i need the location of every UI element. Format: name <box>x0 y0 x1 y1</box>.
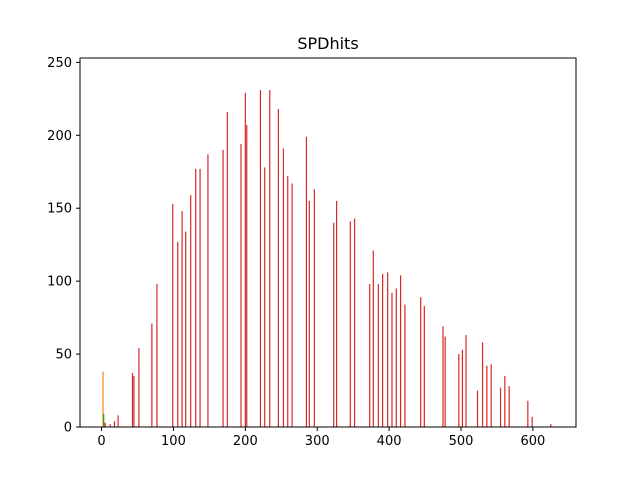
y-tick-label: 0 <box>64 421 72 436</box>
bar <box>458 354 460 427</box>
bar <box>444 336 446 427</box>
bar <box>282 148 285 427</box>
bar <box>113 421 116 427</box>
bar <box>490 364 492 427</box>
bar <box>313 189 315 427</box>
bar <box>190 195 192 427</box>
bar <box>349 221 351 427</box>
bar <box>481 342 484 427</box>
bar <box>246 125 248 427</box>
bar <box>442 326 444 427</box>
bar <box>465 335 467 427</box>
bar <box>423 305 425 427</box>
bar <box>404 304 406 427</box>
y-tick-label: 200 <box>47 129 72 144</box>
bar <box>391 292 393 427</box>
bar <box>369 284 371 427</box>
bar <box>103 413 105 427</box>
bar <box>395 288 397 427</box>
bar <box>308 200 310 427</box>
x-tick-label: 500 <box>449 434 474 449</box>
x-tick-label: 200 <box>233 434 258 449</box>
bar <box>199 168 201 427</box>
bar <box>156 284 158 427</box>
y-axis-ticks: 0 50 100 150 200 250 <box>47 56 80 436</box>
bar <box>336 200 338 427</box>
bar <box>181 211 183 427</box>
bars <box>102 90 552 428</box>
bar <box>420 297 422 427</box>
bar <box>117 415 119 427</box>
x-tick-label: 600 <box>520 434 545 449</box>
bar <box>131 373 134 427</box>
bar <box>382 273 384 427</box>
bar <box>377 284 379 427</box>
bar <box>195 168 197 427</box>
bar <box>277 109 279 428</box>
x-tick-label: 0 <box>97 434 105 449</box>
bar <box>240 144 242 428</box>
bar <box>305 136 308 427</box>
bar <box>400 275 402 427</box>
x-tick-label: 100 <box>161 434 186 449</box>
chart-title: SPDhits <box>297 34 358 53</box>
x-tick-label: 400 <box>377 434 402 449</box>
bar <box>109 424 111 427</box>
bar <box>461 349 464 427</box>
bar <box>372 250 374 427</box>
bar <box>177 241 179 427</box>
bar <box>333 222 335 427</box>
bar <box>269 90 271 427</box>
bar <box>207 154 209 427</box>
x-tick-label: 300 <box>305 434 330 449</box>
bar <box>102 371 104 427</box>
bar <box>264 167 266 427</box>
bar <box>354 218 356 427</box>
bar <box>185 231 187 427</box>
y-tick-label: 150 <box>47 202 72 217</box>
bar <box>259 90 262 427</box>
bar <box>104 422 106 427</box>
plot-frame <box>79 57 577 428</box>
bar <box>387 272 389 427</box>
bar <box>550 424 552 427</box>
bar <box>244 93 246 427</box>
bar <box>287 176 289 427</box>
bar <box>531 416 533 427</box>
bar <box>499 387 502 427</box>
bar <box>504 375 506 427</box>
bar <box>291 183 293 427</box>
bar <box>226 111 228 428</box>
y-tick-label: 250 <box>47 56 72 71</box>
bar <box>527 400 529 427</box>
y-tick-label: 50 <box>55 348 72 363</box>
bar <box>133 375 135 427</box>
y-tick-label: 100 <box>47 275 72 290</box>
bar <box>222 149 224 427</box>
bar <box>508 386 510 427</box>
bar <box>172 203 174 427</box>
bar <box>486 365 488 427</box>
bar <box>476 390 479 427</box>
bar <box>151 323 153 427</box>
bar <box>138 348 140 427</box>
x-axis-ticks: 0 100 200 300 400 500 600 <box>97 427 545 449</box>
